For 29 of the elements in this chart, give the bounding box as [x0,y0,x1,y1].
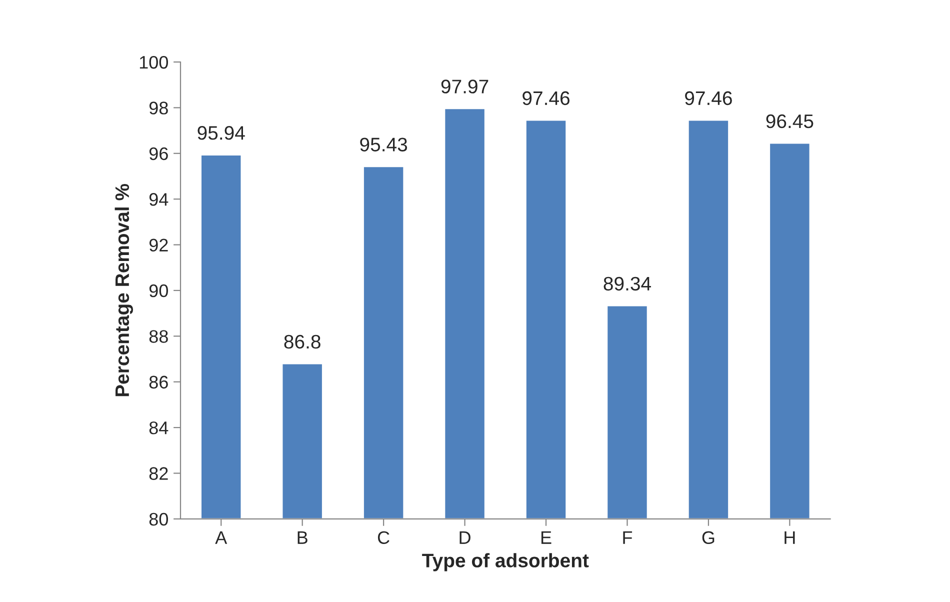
y-tick-label: 94 [149,193,168,206]
y-tick-label: 96 [149,147,168,160]
y-tick-label: 80 [149,512,168,526]
y-tick-label: 98 [149,102,168,114]
data-label: 97.97 [441,80,488,94]
x-tick-label: F [623,531,632,544]
y-tick-label: 82 [149,467,168,480]
x-tick-label: C [378,531,390,544]
x-tick-label: H [784,531,795,544]
y-tick-label: 86 [149,376,168,389]
x-axis-title: Type of adsorbent [422,553,589,572]
data-label: 96.45 [766,114,814,128]
y-tick-label: 92 [149,238,168,252]
y-tick-label: 100 [140,56,168,69]
y-tick-label: 88 [149,330,168,343]
data-label: 97.46 [685,91,732,106]
y-tick-label: 90 [149,284,168,298]
y-tick-label: 84 [149,421,168,434]
data-label: 89.34 [604,276,651,291]
data-label: 86.8 [284,334,320,349]
x-tick-label: E [541,531,552,544]
y-axis-title: Percentage Removal % [114,184,134,396]
data-label: 97.46 [522,91,570,106]
data-label: 95.94 [198,126,245,140]
x-tick-label: A [215,531,228,544]
x-tick-label: B [298,531,308,544]
data-label: 95.43 [360,138,408,152]
x-tick-label: D [460,531,470,544]
x-tick-label: G [702,531,714,544]
